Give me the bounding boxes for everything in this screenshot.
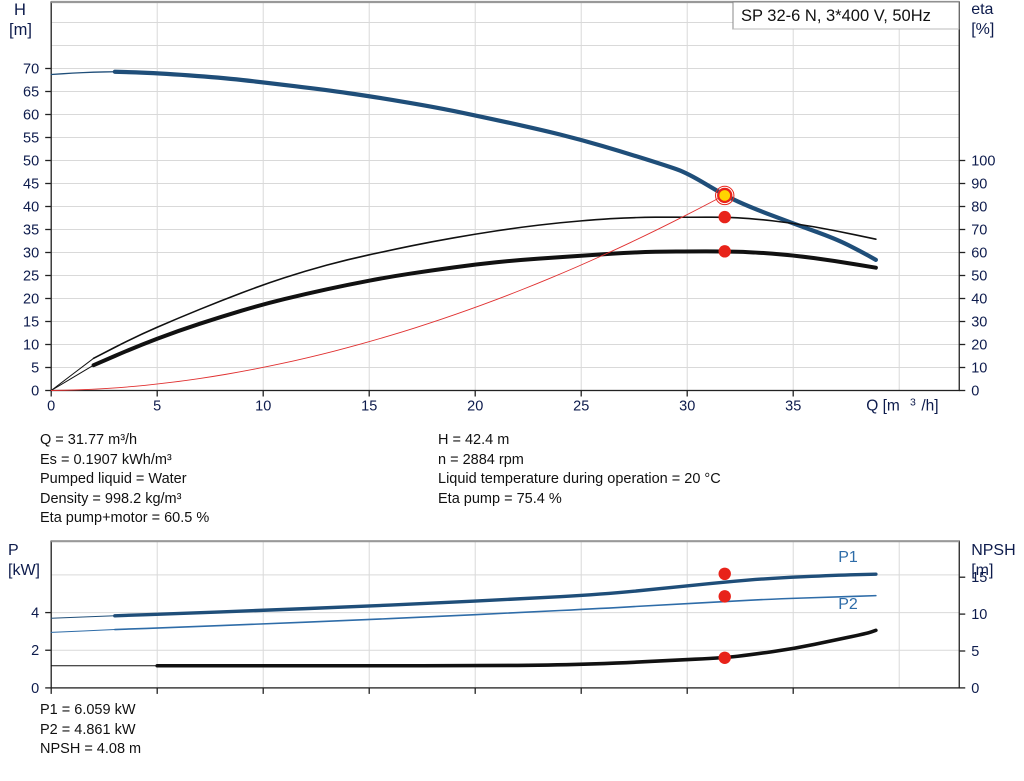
svg-text:0: 0 xyxy=(47,399,55,415)
svg-text:40: 40 xyxy=(971,292,987,308)
svg-text:25: 25 xyxy=(573,399,589,415)
svg-text:20: 20 xyxy=(971,338,987,354)
svg-text:P2: P2 xyxy=(838,596,858,613)
svg-text:25: 25 xyxy=(23,269,39,285)
svg-text:60: 60 xyxy=(23,108,39,124)
svg-text:30: 30 xyxy=(679,399,695,415)
svg-text:/h]: /h] xyxy=(921,398,938,415)
svg-text:[m]: [m] xyxy=(971,562,993,579)
svg-text:5: 5 xyxy=(153,399,161,415)
svg-text:NPSH: NPSH xyxy=(971,542,1015,559)
svg-text:Q [m: Q [m xyxy=(866,398,900,415)
svg-text:SP 32-6 N, 3*400 V, 50Hz: SP 32-6 N, 3*400 V, 50Hz xyxy=(741,7,931,25)
svg-text:2: 2 xyxy=(31,643,39,659)
svg-text:50: 50 xyxy=(23,154,39,170)
svg-text:0: 0 xyxy=(971,384,979,400)
svg-text:80: 80 xyxy=(971,200,987,216)
svg-text:5: 5 xyxy=(971,644,979,660)
svg-text:45: 45 xyxy=(23,177,39,193)
svg-text:35: 35 xyxy=(23,223,39,239)
svg-text:10: 10 xyxy=(23,338,39,354)
svg-text:P1: P1 xyxy=(838,549,858,566)
svg-text:[m]: [m] xyxy=(9,21,32,39)
svg-text:5: 5 xyxy=(31,361,39,377)
svg-text:70: 70 xyxy=(23,62,39,78)
svg-text:3: 3 xyxy=(910,397,916,409)
svg-text:10: 10 xyxy=(971,361,987,377)
svg-text:20: 20 xyxy=(23,292,39,308)
svg-text:70: 70 xyxy=(971,223,987,239)
svg-text:30: 30 xyxy=(23,246,39,262)
svg-text:4: 4 xyxy=(31,606,39,622)
svg-text:55: 55 xyxy=(23,131,39,147)
svg-text:H: H xyxy=(14,1,26,19)
svg-text:40: 40 xyxy=(23,200,39,216)
svg-text:35: 35 xyxy=(785,399,801,415)
svg-text:15: 15 xyxy=(361,399,377,415)
svg-text:0: 0 xyxy=(31,384,39,400)
svg-text:[%]: [%] xyxy=(971,21,994,38)
svg-text:P: P xyxy=(8,542,19,559)
svg-text:100: 100 xyxy=(971,154,995,170)
svg-text:90: 90 xyxy=(971,177,987,193)
svg-text:15: 15 xyxy=(23,315,39,331)
svg-text:60: 60 xyxy=(971,246,987,262)
svg-text:30: 30 xyxy=(971,315,987,331)
svg-text:10: 10 xyxy=(255,399,271,415)
svg-text:[kW]: [kW] xyxy=(8,562,40,579)
svg-text:0: 0 xyxy=(31,681,39,697)
svg-text:0: 0 xyxy=(971,681,979,697)
svg-text:20: 20 xyxy=(467,399,483,415)
svg-text:50: 50 xyxy=(971,269,987,285)
svg-text:65: 65 xyxy=(23,85,39,101)
svg-text:eta: eta xyxy=(971,1,993,18)
svg-text:10: 10 xyxy=(971,607,987,623)
